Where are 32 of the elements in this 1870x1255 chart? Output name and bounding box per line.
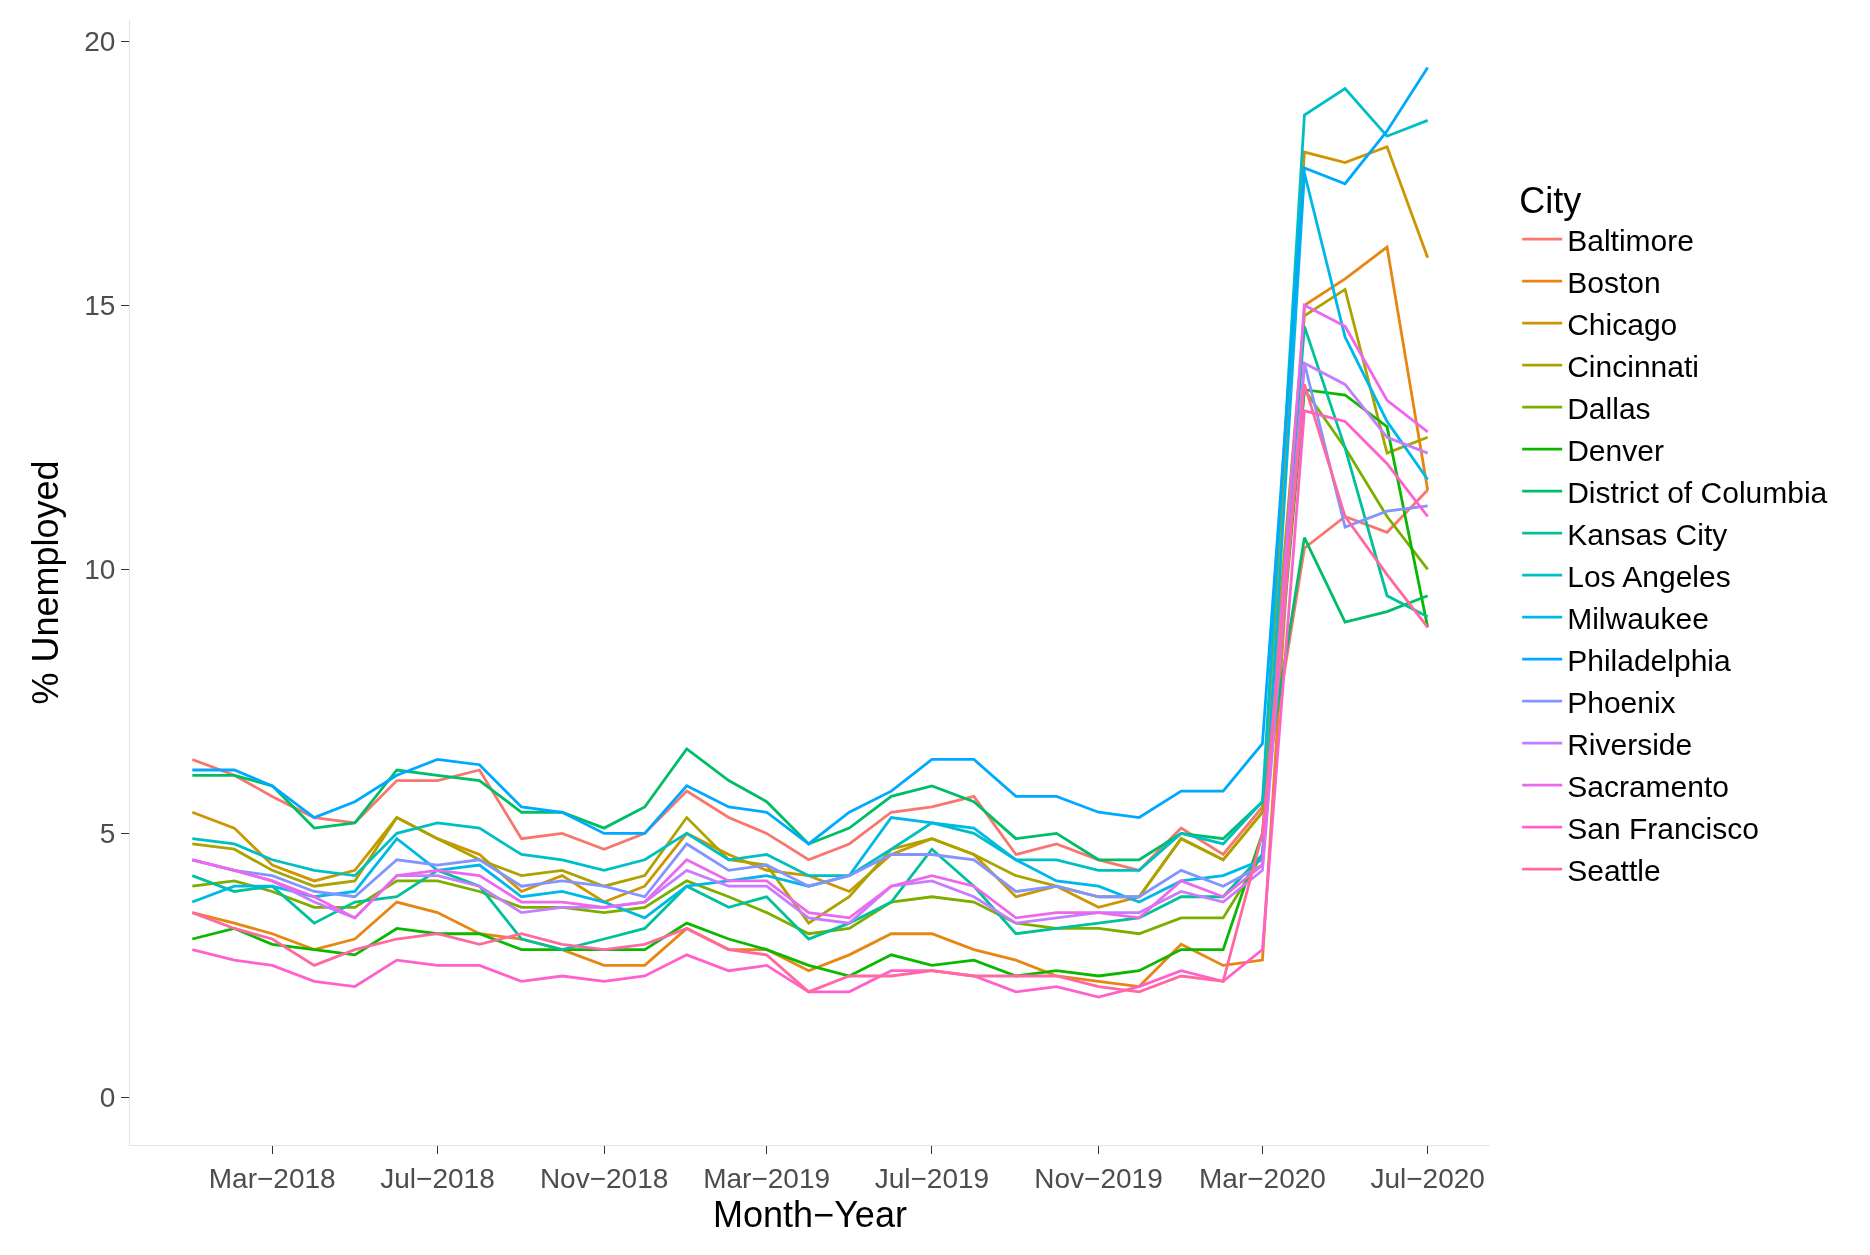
legend-label: San Francisco: [1567, 811, 1759, 845]
legend-label: Philadelphia: [1567, 643, 1731, 677]
legend-label: Cincinnati: [1567, 349, 1699, 383]
x-tick-label: Mar−2020: [1198, 1162, 1326, 1194]
x-axis-title: Month−Year: [713, 1193, 907, 1235]
legend-label: Milwaukee: [1567, 601, 1709, 635]
legend-label: Kansas City: [1567, 517, 1728, 551]
x-tick-label: Nov−2018: [539, 1162, 669, 1194]
legend-label: Baltimore: [1567, 223, 1694, 257]
y-tick-label: 10: [84, 554, 116, 586]
x-tick-label: Jul−2019: [874, 1162, 990, 1194]
x-tick-label: Mar−2018: [208, 1162, 336, 1194]
legend-label: Los Angeles: [1567, 559, 1731, 593]
y-tick-label: 0: [99, 1082, 116, 1114]
legend-label: Dallas: [1567, 391, 1651, 425]
y-tick-label: 5: [99, 818, 116, 850]
x-tick-label: Jul−2020: [1370, 1162, 1485, 1194]
x-tick-label: Jul−2018: [380, 1162, 495, 1194]
legend-label: Denver: [1567, 433, 1664, 467]
legend-label: Sacramento: [1567, 769, 1729, 803]
legend-label: Seattle: [1567, 853, 1661, 887]
y-tick-label: 15: [84, 290, 116, 322]
x-tick-label: Mar−2019: [703, 1162, 831, 1194]
legend-label: Riverside: [1567, 727, 1693, 761]
legend-label: Phoenix: [1567, 685, 1676, 719]
legend-label: Chicago: [1567, 307, 1678, 341]
legend-title: City: [1519, 180, 1582, 222]
x-tick-label: Nov−2019: [1034, 1162, 1163, 1194]
y-axis-title: % Unemployed: [25, 460, 67, 705]
legend-label: District of Columbia: [1567, 475, 1828, 509]
legend-label: Boston: [1567, 265, 1661, 299]
y-tick-label: 20: [84, 25, 116, 57]
